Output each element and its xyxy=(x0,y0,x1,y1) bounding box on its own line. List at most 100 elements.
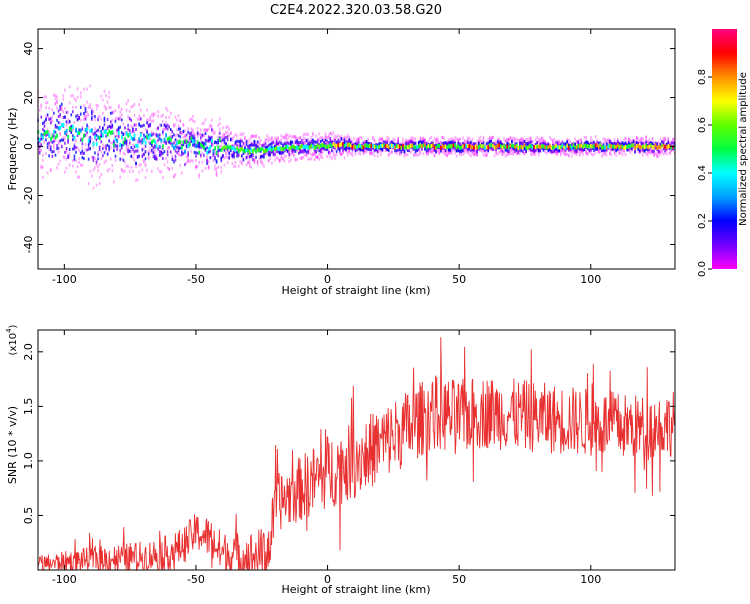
spectrogram-cell xyxy=(474,152,477,156)
spectrogram-cell xyxy=(206,128,208,132)
spectrogram-cell xyxy=(209,136,212,140)
spectrogram-cell xyxy=(105,148,107,152)
spectrogram-cell xyxy=(40,137,43,141)
spectrogram-cell xyxy=(477,137,480,141)
spectrogram-cell xyxy=(555,150,557,154)
spectrogram-cell xyxy=(312,153,314,157)
spectrogram-cell xyxy=(121,168,123,172)
spectrogram-cell xyxy=(108,106,110,110)
spectrogram-cell xyxy=(241,162,243,166)
spectrogram-cell xyxy=(323,141,325,145)
spectrogram-cell xyxy=(473,149,475,153)
spectrogram-cell xyxy=(520,149,523,153)
spectrogram-cell xyxy=(335,135,338,139)
spectrogram-cell xyxy=(289,145,292,150)
spectrogram-cell xyxy=(327,144,330,149)
spectrogram-cell xyxy=(248,137,251,141)
spectrogram-cell xyxy=(498,146,501,150)
spectrogram-cell xyxy=(353,137,355,141)
spectrogram-cell xyxy=(53,146,55,150)
spectrogram-cell xyxy=(481,140,483,144)
spectrogram-cell xyxy=(174,140,177,144)
spectrogram-cell xyxy=(286,144,289,149)
spectrogram-cell xyxy=(83,87,85,91)
spectrogram-cell xyxy=(59,132,62,136)
spectrogram-cell xyxy=(199,153,202,157)
spectrogram-cell xyxy=(282,145,284,149)
spectrogram-cell xyxy=(504,148,507,152)
spectrogram-cell xyxy=(187,144,190,149)
spectrogram-cell xyxy=(354,149,357,153)
spectrogram-cell xyxy=(195,166,197,170)
spectrogram-cell xyxy=(514,142,516,146)
spectrogram-cell xyxy=(518,145,521,150)
spectrogram-cell xyxy=(51,133,54,137)
spectrogram-cell xyxy=(670,149,673,153)
spectrogram-cell xyxy=(187,140,189,144)
spectrogram-cell xyxy=(106,152,109,156)
spectrogram-cell xyxy=(506,137,508,141)
spectrogram-cell xyxy=(280,134,283,138)
spectrogram-cell xyxy=(86,87,88,91)
spectrogram-cell xyxy=(75,114,77,118)
spectrogram-cell xyxy=(662,152,665,156)
spectrogram-cell xyxy=(500,142,502,146)
spectrogram-cell xyxy=(474,144,477,149)
spectrogram-cell xyxy=(119,110,122,114)
spectrogram-cell xyxy=(511,137,513,141)
spectrogram-cell xyxy=(255,141,257,145)
spectrogram-cell xyxy=(43,120,46,124)
spectrogram-cell xyxy=(225,125,227,129)
spectrogram-cell xyxy=(177,124,180,128)
spectrogram-cell xyxy=(111,118,114,122)
spectrogram-cell xyxy=(98,129,101,133)
spectrogram-cell xyxy=(440,145,442,150)
spectrogram-cell xyxy=(283,146,286,151)
spectrogram-cell xyxy=(81,137,84,142)
spectrogram-cell xyxy=(206,159,208,163)
spectrogram-cell xyxy=(526,142,529,146)
spectrogram-cell xyxy=(346,140,349,144)
spectrogram-cell xyxy=(171,135,174,139)
spectrogram-cell xyxy=(380,146,382,150)
spectrogram-cell xyxy=(59,113,62,117)
spectrogram-cell xyxy=(476,151,478,155)
spectrogram-cell xyxy=(539,137,542,141)
spectrogram-cell xyxy=(549,150,551,154)
spectrogram-cell xyxy=(266,134,268,138)
spectrogram-cell xyxy=(49,149,52,153)
spectrogram-cell xyxy=(607,144,610,149)
spectrogram-cell xyxy=(340,137,343,141)
spectrogram-cell xyxy=(185,133,188,137)
spectrogram-cell xyxy=(141,138,144,142)
spectrogram-cell xyxy=(245,143,248,147)
spectrogram-cell xyxy=(144,135,147,139)
spectrogram-cell xyxy=(597,149,600,153)
spectrogram-cell xyxy=(359,143,362,148)
spectrogram-cell xyxy=(400,150,403,154)
spectrogram-cell xyxy=(601,150,603,154)
spectrogram-cell xyxy=(301,156,303,160)
spectrogram-cell xyxy=(326,144,329,149)
spectrogram-cell xyxy=(406,153,409,157)
spectrogram-cell xyxy=(272,146,275,151)
spectrogram-cell xyxy=(214,146,216,151)
spectrogram-cell xyxy=(193,150,196,154)
spectrogram-cell xyxy=(458,152,461,156)
spectrogram-cell xyxy=(620,147,622,151)
spectrogram-cell xyxy=(72,134,74,138)
spectrogram-cell xyxy=(283,136,286,140)
spectrogram-cell xyxy=(451,143,453,148)
spectrogram-cell xyxy=(124,160,126,164)
spectrogram-cell xyxy=(267,136,270,140)
spectrogram-cell xyxy=(59,139,62,143)
spectrogram-cell xyxy=(87,136,90,140)
spectrogram-cell xyxy=(301,148,303,152)
spectrogram-cell xyxy=(192,143,194,147)
spectrogram-cell xyxy=(217,165,219,169)
spectrogram-cell xyxy=(46,171,49,175)
spectrogram-cell xyxy=(133,145,136,149)
spectrogram-cell xyxy=(466,140,469,144)
spectrogram-cell xyxy=(357,140,360,144)
spectrogram-cell xyxy=(624,144,627,149)
